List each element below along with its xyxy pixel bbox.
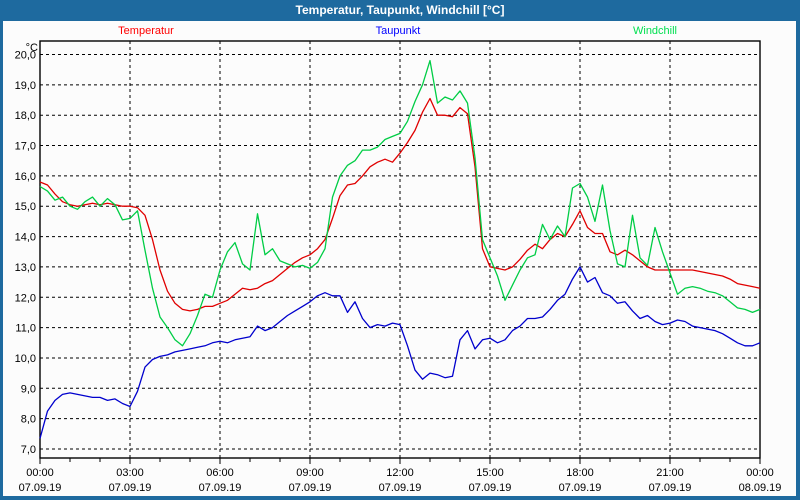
x-tick-time: 15:00 <box>476 467 504 479</box>
y-tick-label: 12,0 <box>15 292 36 304</box>
x-tick-time: 12:00 <box>386 467 414 479</box>
x-axis-ticks <box>39 458 761 464</box>
y-tick-label: 19,0 <box>15 80 36 92</box>
window-title: Temperatur, Taupunkt, Windchill [°C] <box>295 3 505 17</box>
x-tick-date: 07.09.19 <box>19 482 62 494</box>
x-tick-date: 07.09.19 <box>199 482 242 494</box>
x-axis-labels: 00:00 07.09.19 03:00 07.09.19 06:00 07.09.19 0… <box>19 467 782 494</box>
x-tick-time: 00:00 <box>26 467 54 479</box>
y-tick-label: 10,0 <box>15 353 36 365</box>
x-tick-date: 07.09.19 <box>469 482 512 494</box>
y-tick-label: 9,0 <box>21 383 36 395</box>
gridlines <box>40 41 760 458</box>
legend-windchill: Windchill <box>632 25 678 37</box>
y-tick-label: 15,0 <box>15 201 36 213</box>
x-tick-time: 03:00 <box>116 467 144 479</box>
x-tick-time: 18:00 <box>566 467 594 479</box>
series-taupunkt <box>39 266 761 439</box>
window-frame-bottom <box>0 496 800 500</box>
legend-temperatur: Temperatur <box>118 25 174 37</box>
legend-taupunkt: Taupunkt <box>375 25 421 37</box>
x-tick-time: 09:00 <box>296 467 324 479</box>
x-tick-time: 06:00 <box>206 467 234 479</box>
x-tick-date: 07.09.19 <box>649 482 692 494</box>
y-tick-label: 17,0 <box>15 141 36 153</box>
y-tick-label: 11,0 <box>15 323 36 335</box>
window-title-bar: Temperatur, Taupunkt, Windchill [°C] <box>0 0 800 21</box>
x-tick-date: 07.09.19 <box>109 482 152 494</box>
y-tick-label: 8,0 <box>21 414 36 426</box>
x-tick-date: 07.09.19 <box>379 482 422 494</box>
y-tick-label: 14,0 <box>15 232 36 244</box>
x-tick-date: 07.09.19 <box>289 482 332 494</box>
x-tick-time: 00:00 <box>746 467 774 479</box>
x-tick-date: 08.09.19 <box>739 482 782 494</box>
y-tick-label: 7,0 <box>21 444 36 456</box>
y-tick-label: 13,0 <box>15 262 36 274</box>
x-tick-time: 21:00 <box>656 467 684 479</box>
window-frame-left <box>0 21 3 500</box>
series-temperatur <box>39 97 761 312</box>
y-axis-labels: °C20,0 19,0 18,0 17,0 16,0 15,0 14,0 13,0 12,0 11… <box>15 42 38 456</box>
y-tick-label: 20,0 <box>15 50 36 62</box>
series-windchill <box>39 59 761 347</box>
y-tick-label: 18,0 <box>15 110 36 122</box>
y-axis-unit: °C <box>26 42 38 54</box>
y-tick-label: 16,0 <box>15 171 36 183</box>
window-frame-right <box>796 21 800 500</box>
x-tick-date: 07.09.19 <box>559 482 602 494</box>
